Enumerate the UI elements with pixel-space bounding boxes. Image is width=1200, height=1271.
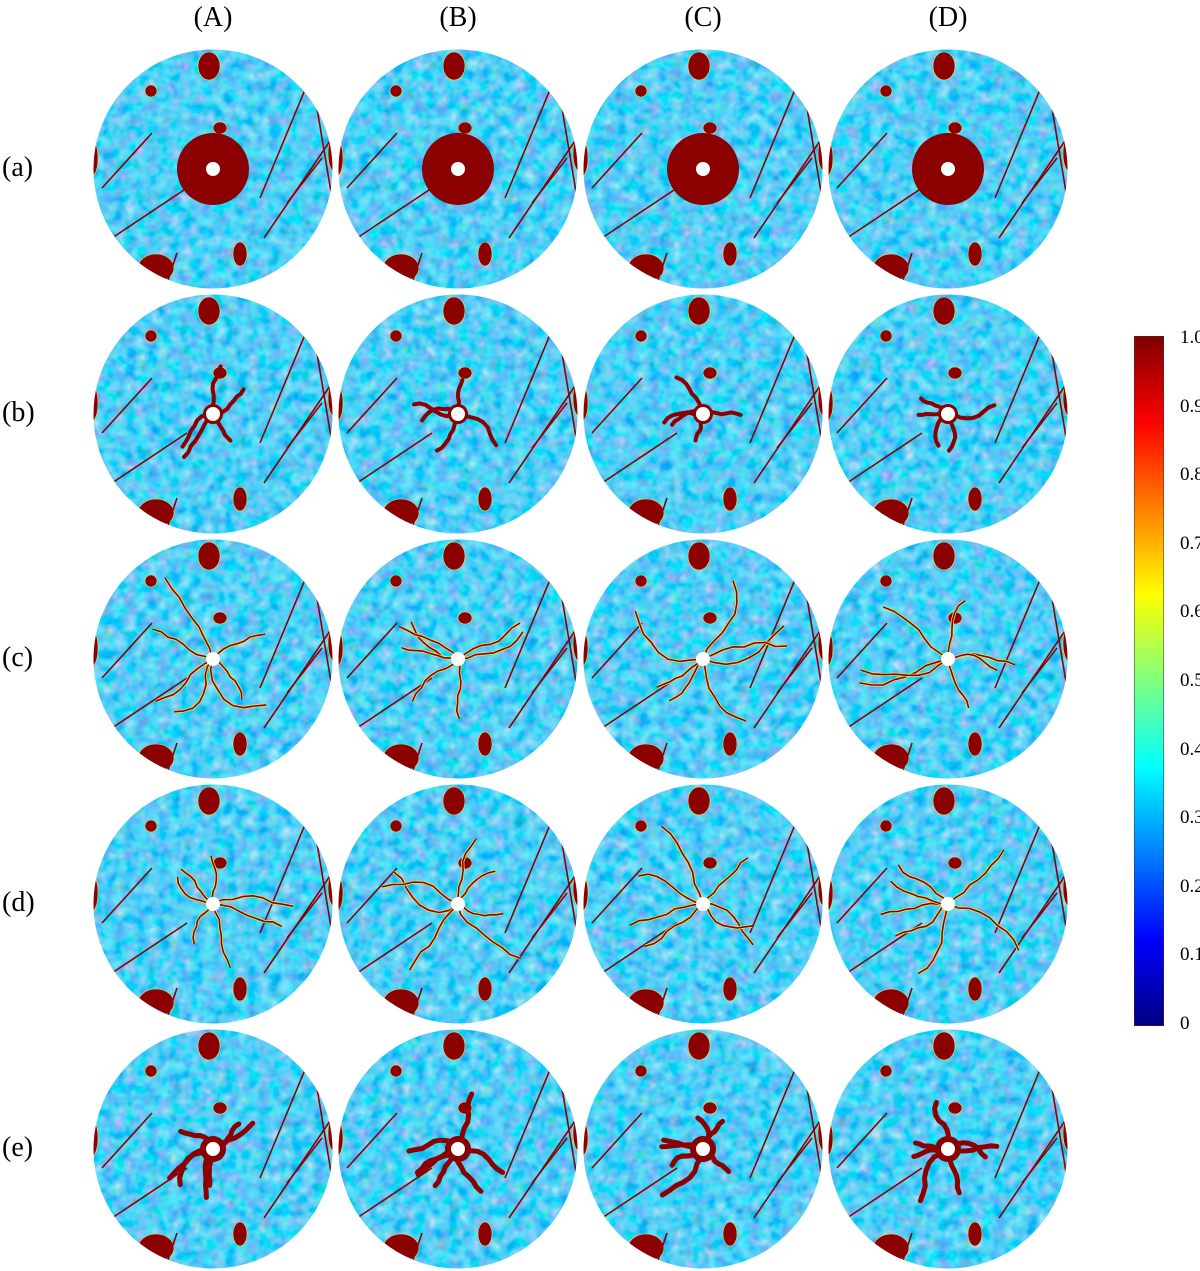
damage-panel — [337, 48, 579, 290]
row-label-d: (d) — [2, 887, 35, 918]
column-label-C: (C) — [684, 2, 722, 33]
colorbar-tick-label: 0.6 — [1180, 601, 1200, 623]
damage-panel — [582, 783, 824, 1025]
colorbar — [1134, 336, 1164, 1026]
damage-panel — [827, 1028, 1069, 1270]
damage-panel — [582, 293, 824, 535]
row-label-e: (e) — [2, 1132, 34, 1163]
damage-panel — [92, 48, 334, 290]
row-label-a: (a) — [2, 152, 34, 183]
colorbar-tick-label: 0.2 — [1180, 875, 1200, 897]
colorbar-tick-label: 0.3 — [1180, 807, 1200, 829]
column-label-B: (B) — [439, 2, 477, 33]
damage-panel — [827, 293, 1069, 535]
damage-panel — [582, 1028, 824, 1270]
damage-panel — [827, 538, 1069, 780]
colorbar-tick-label: 0.1 — [1180, 944, 1200, 966]
damage-panel — [92, 538, 334, 780]
row-label-b: (b) — [2, 397, 35, 428]
colorbar-tick-label: 1.0 — [1180, 327, 1200, 348]
damage-panel — [582, 538, 824, 780]
damage-panel — [337, 1028, 579, 1270]
colorbar-tick-label: 0.5 — [1180, 670, 1200, 691]
column-label-A: (A) — [193, 2, 233, 33]
colorbar-tick-label: 0.9 — [1180, 395, 1200, 417]
damage-panel — [337, 538, 579, 780]
colorbar-tick-label: 0.7 — [1180, 532, 1200, 554]
damage-panel — [92, 783, 334, 1025]
colorbar-tick-label: 0.8 — [1180, 464, 1200, 486]
damage-panel — [337, 293, 579, 535]
column-label-D: (D) — [928, 2, 968, 33]
damage-panel — [337, 783, 579, 1025]
damage-panel — [92, 1028, 334, 1270]
damage-panel — [582, 48, 824, 290]
colorbar-tick-label: 0.4 — [1180, 738, 1200, 760]
damage-panel — [827, 48, 1069, 290]
row-label-c: (c) — [2, 642, 34, 673]
colorbar-tick-label: 0 — [1180, 1013, 1190, 1034]
damage-panel — [827, 783, 1069, 1025]
damage-panel — [92, 293, 334, 535]
